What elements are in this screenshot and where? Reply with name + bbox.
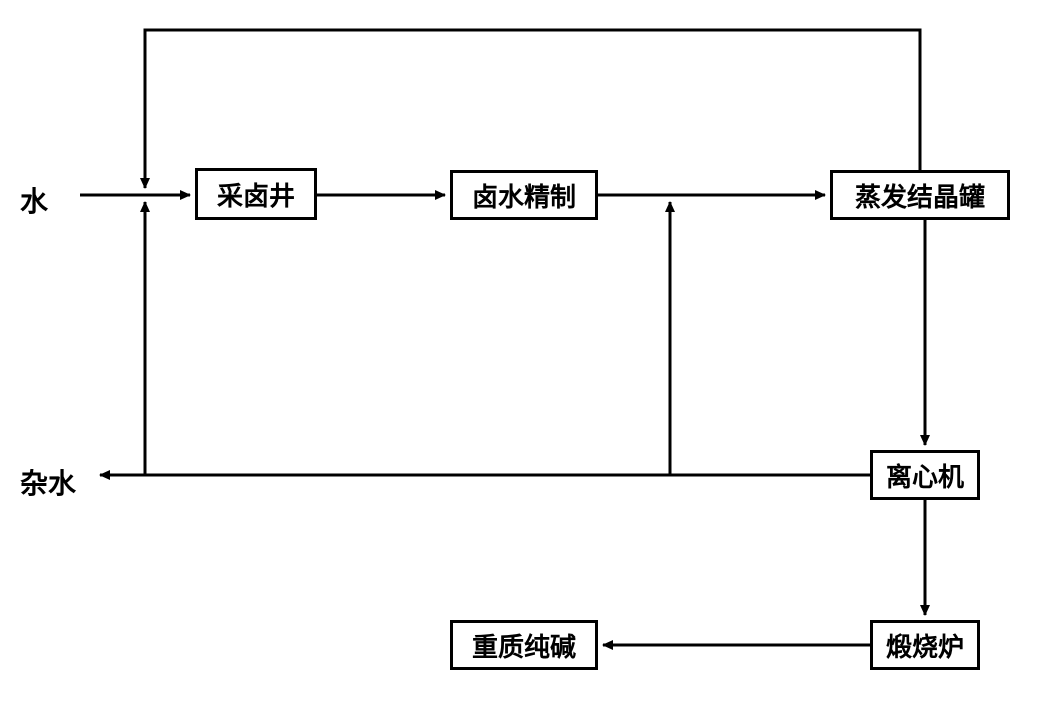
node-evaporate-crystallize: 蒸发结晶罐 [830, 170, 1010, 220]
edge-centrifuge-recycle-refine [670, 202, 870, 475]
edge-evaporate-recycle-top [145, 30, 920, 188]
node-centrifuge: 离心机 [870, 450, 980, 500]
water-input-label: 水 [20, 180, 48, 220]
node-furnace: 煅烧炉 [870, 620, 980, 670]
flow-connections [0, 0, 1059, 717]
node-brine-well: 采卤井 [195, 168, 317, 220]
node-product: 重质纯碱 [450, 620, 598, 670]
wastewater-label: 杂水 [20, 462, 76, 502]
node-brine-refine: 卤水精制 [450, 170, 598, 220]
